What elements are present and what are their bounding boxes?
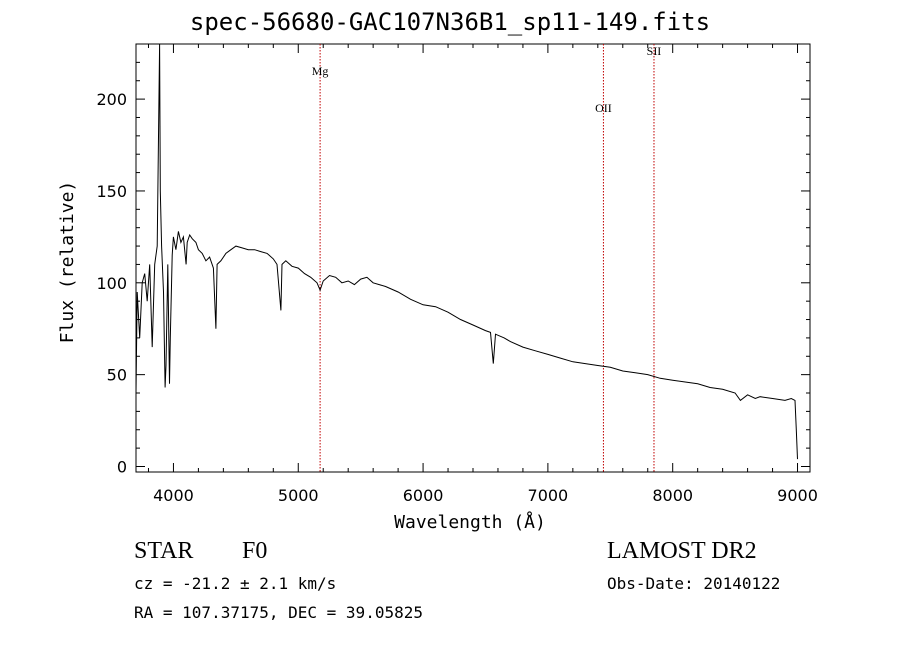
plot-frame xyxy=(135,43,811,473)
object-subclass: F0 xyxy=(242,538,268,564)
x-tick-label: 6000 xyxy=(403,486,444,505)
y-axis-label: Flux (relative) xyxy=(57,181,78,344)
coordinates: RA = 107.37175, DEC = 39.05825 xyxy=(134,603,423,622)
y-tick-label: 100 xyxy=(96,274,127,293)
x-axis-label: Wavelength (Å) xyxy=(394,511,546,533)
emission-line-markers xyxy=(319,44,655,472)
object-class: STAR xyxy=(134,538,194,564)
annotation-label-mg: Mg xyxy=(312,64,329,78)
x-tick-label: 4000 xyxy=(153,486,194,505)
line-annotations: Mg OII SII xyxy=(312,44,662,115)
x-tick-label: 8000 xyxy=(652,486,693,505)
classification-row: STAR F0 xyxy=(134,538,267,565)
obs-date: Obs-Date: 20140122 xyxy=(607,574,781,593)
redshift-text: cz = -21.2 ± 2.1 km/s xyxy=(134,574,337,593)
x-tick-label: 5000 xyxy=(278,486,319,505)
annotation-label-sii: SII xyxy=(647,44,662,58)
y-tick-label: 50 xyxy=(107,366,127,385)
x-axis-ticks: 4000 5000 6000 7000 8000 9000 xyxy=(147,44,818,505)
survey-name: LAMOST DR2 xyxy=(607,538,757,564)
x-tick-label: 9000 xyxy=(777,486,818,505)
y-tick-label: 0 xyxy=(117,457,127,476)
spectrum-line xyxy=(135,43,798,460)
x-tick-label: 7000 xyxy=(528,486,569,505)
chart-title: spec-56680-GAC107N36B1_sp11-149.fits xyxy=(189,8,711,36)
y-tick-label: 200 xyxy=(96,90,127,109)
annotation-label-oii: OII xyxy=(595,101,612,115)
y-axis-ticks: 0 50 100 150 200 xyxy=(96,61,810,476)
y-tick-label: 150 xyxy=(96,182,127,201)
